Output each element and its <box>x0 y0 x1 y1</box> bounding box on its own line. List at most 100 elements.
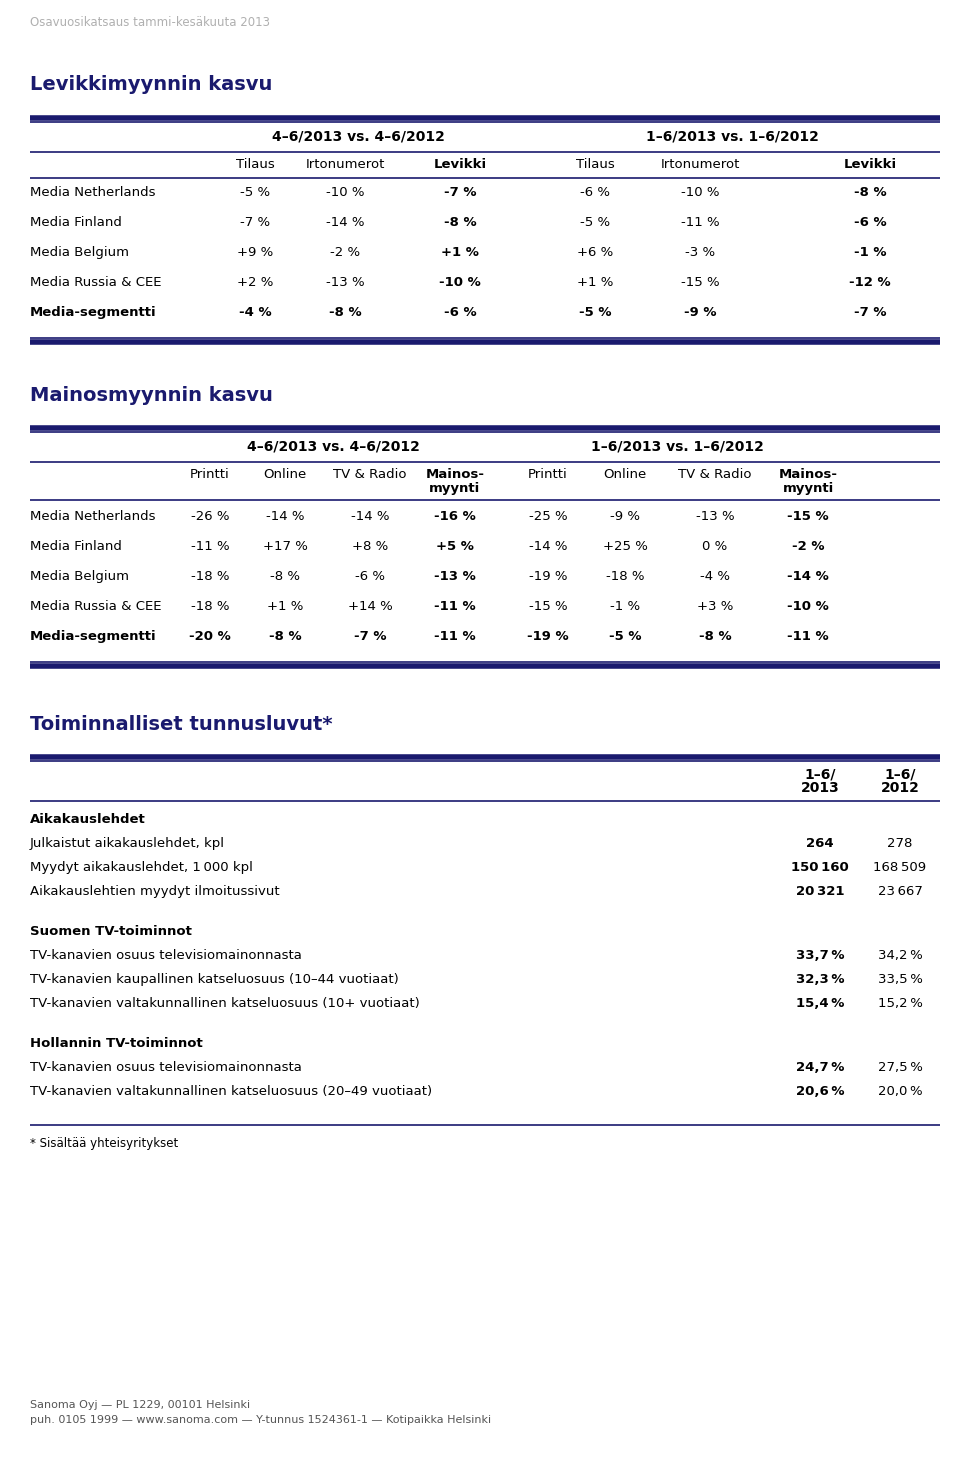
Text: -18 %: -18 % <box>191 570 229 583</box>
Text: +5 %: +5 % <box>436 541 474 552</box>
Text: -6 %: -6 % <box>853 215 886 229</box>
Text: -11 %: -11 % <box>681 215 719 229</box>
Text: 1–6/2013 vs. 1–6/2012: 1–6/2013 vs. 1–6/2012 <box>645 130 819 144</box>
Text: TV-kanavien valtakunnallinen katseluosuus (20–49 vuotiaat): TV-kanavien valtakunnallinen katseluosuu… <box>30 1086 432 1097</box>
Text: -3 %: -3 % <box>684 246 715 259</box>
Text: -11 %: -11 % <box>434 601 476 612</box>
Text: Media Russia & CEE: Media Russia & CEE <box>30 601 161 612</box>
Text: -14 %: -14 % <box>350 510 389 523</box>
Text: Mainos-: Mainos- <box>779 467 837 481</box>
Text: -20 %: -20 % <box>189 630 230 643</box>
Text: -18 %: -18 % <box>606 570 644 583</box>
Text: 168 509: 168 509 <box>874 861 926 875</box>
Text: Osavuosikatsaus tammi-kesäkuuta 2013: Osavuosikatsaus tammi-kesäkuuta 2013 <box>30 16 270 29</box>
Text: -13 %: -13 % <box>696 510 734 523</box>
Text: Aikakauslehdet: Aikakauslehdet <box>30 813 146 826</box>
Text: Media Netherlands: Media Netherlands <box>30 510 156 523</box>
Text: Myydyt aikakauslehdet, 1 000 kpl: Myydyt aikakauslehdet, 1 000 kpl <box>30 861 252 875</box>
Text: -7 %: -7 % <box>444 186 476 199</box>
Text: myynti: myynti <box>782 482 833 495</box>
Text: 20,0 %: 20,0 % <box>877 1086 923 1097</box>
Text: 278: 278 <box>887 837 913 850</box>
Text: -14 %: -14 % <box>529 541 567 552</box>
Text: -13 %: -13 % <box>434 570 476 583</box>
Text: -5 %: -5 % <box>580 215 610 229</box>
Text: Levikki: Levikki <box>844 158 897 171</box>
Text: Irtonumerot: Irtonumerot <box>305 158 385 171</box>
Text: 34,2 %: 34,2 % <box>877 949 923 963</box>
Text: -8 %: -8 % <box>270 570 300 583</box>
Text: Aikakauslehtien myydyt ilmoitussivut: Aikakauslehtien myydyt ilmoitussivut <box>30 885 279 898</box>
Text: +1 %: +1 % <box>441 246 479 259</box>
Text: 32,3 %: 32,3 % <box>796 973 844 986</box>
Text: Online: Online <box>604 467 647 481</box>
Text: -11 %: -11 % <box>434 630 476 643</box>
Text: TV & Radio: TV & Radio <box>333 467 407 481</box>
Text: -19 %: -19 % <box>529 570 567 583</box>
Text: 15,2 %: 15,2 % <box>877 998 923 1009</box>
Text: -12 %: -12 % <box>850 275 891 289</box>
Text: Toiminnalliset tunnusluvut*: Toiminnalliset tunnusluvut* <box>30 715 332 734</box>
Text: -7 %: -7 % <box>240 215 270 229</box>
Text: TV-kanavien osuus televisiomainonnasta: TV-kanavien osuus televisiomainonnasta <box>30 949 301 963</box>
Text: +3 %: +3 % <box>697 601 733 612</box>
Text: 150 160: 150 160 <box>791 861 849 875</box>
Text: 27,5 %: 27,5 % <box>877 1061 923 1074</box>
Text: -14 %: -14 % <box>325 215 364 229</box>
Text: Levikki: Levikki <box>433 158 487 171</box>
Text: -8 %: -8 % <box>699 630 732 643</box>
Text: Media Netherlands: Media Netherlands <box>30 186 156 199</box>
Text: TV-kanavien kaupallinen katseluosuus (10–44 vuotiaat): TV-kanavien kaupallinen katseluosuus (10… <box>30 973 398 986</box>
Text: -19 %: -19 % <box>527 630 569 643</box>
Text: 33,5 %: 33,5 % <box>877 973 923 986</box>
Text: Media Belgium: Media Belgium <box>30 570 129 583</box>
Text: -11 %: -11 % <box>191 541 229 552</box>
Text: Media-segmentti: Media-segmentti <box>30 630 156 643</box>
Text: 1–6/: 1–6/ <box>884 768 916 781</box>
Text: 33,7 %: 33,7 % <box>796 949 844 963</box>
Text: -2 %: -2 % <box>792 541 825 552</box>
Text: 264: 264 <box>806 837 834 850</box>
Text: -15 %: -15 % <box>681 275 719 289</box>
Text: Media Finland: Media Finland <box>30 541 122 552</box>
Text: +25 %: +25 % <box>603 541 647 552</box>
Text: +17 %: +17 % <box>263 541 307 552</box>
Text: -5 %: -5 % <box>579 306 612 319</box>
Text: 4–6/2013 vs. 4–6/2012: 4–6/2013 vs. 4–6/2012 <box>247 440 420 454</box>
Text: -8 %: -8 % <box>328 306 361 319</box>
Text: +8 %: +8 % <box>352 541 388 552</box>
Text: Mainos-: Mainos- <box>425 467 485 481</box>
Text: Tilaus: Tilaus <box>235 158 275 171</box>
Text: 23 667: 23 667 <box>877 885 923 898</box>
Text: -7 %: -7 % <box>353 630 386 643</box>
Text: -25 %: -25 % <box>529 510 567 523</box>
Text: 1–6/: 1–6/ <box>804 768 836 781</box>
Text: 1–6/2013 vs. 1–6/2012: 1–6/2013 vs. 1–6/2012 <box>590 440 763 454</box>
Text: -6 %: -6 % <box>444 306 476 319</box>
Text: +6 %: +6 % <box>577 246 613 259</box>
Text: Suomen TV-toiminnot: Suomen TV-toiminnot <box>30 924 192 938</box>
Text: -1 %: -1 % <box>853 246 886 259</box>
Text: * Sisältää yhteisyritykset: * Sisältää yhteisyritykset <box>30 1137 179 1150</box>
Text: -8 %: -8 % <box>269 630 301 643</box>
Text: -10 %: -10 % <box>439 275 481 289</box>
Text: +9 %: +9 % <box>237 246 274 259</box>
Text: Irtonumerot: Irtonumerot <box>660 158 740 171</box>
Text: -8 %: -8 % <box>853 186 886 199</box>
Text: -2 %: -2 % <box>330 246 360 259</box>
Text: -14 %: -14 % <box>266 510 304 523</box>
Text: -13 %: -13 % <box>325 275 364 289</box>
Text: -9 %: -9 % <box>684 306 716 319</box>
Text: -5 %: -5 % <box>240 186 270 199</box>
Text: -6 %: -6 % <box>580 186 610 199</box>
Text: -15 %: -15 % <box>787 510 828 523</box>
Text: +2 %: +2 % <box>237 275 274 289</box>
Text: Media-segmentti: Media-segmentti <box>30 306 156 319</box>
Text: -11 %: -11 % <box>787 630 828 643</box>
Text: -4 %: -4 % <box>239 306 272 319</box>
Text: 15,4 %: 15,4 % <box>796 998 844 1009</box>
Text: Printti: Printti <box>528 467 568 481</box>
Text: -10 %: -10 % <box>681 186 719 199</box>
Text: -4 %: -4 % <box>700 570 730 583</box>
Text: Julkaistut aikakauslehdet, kpl: Julkaistut aikakauslehdet, kpl <box>30 837 225 850</box>
